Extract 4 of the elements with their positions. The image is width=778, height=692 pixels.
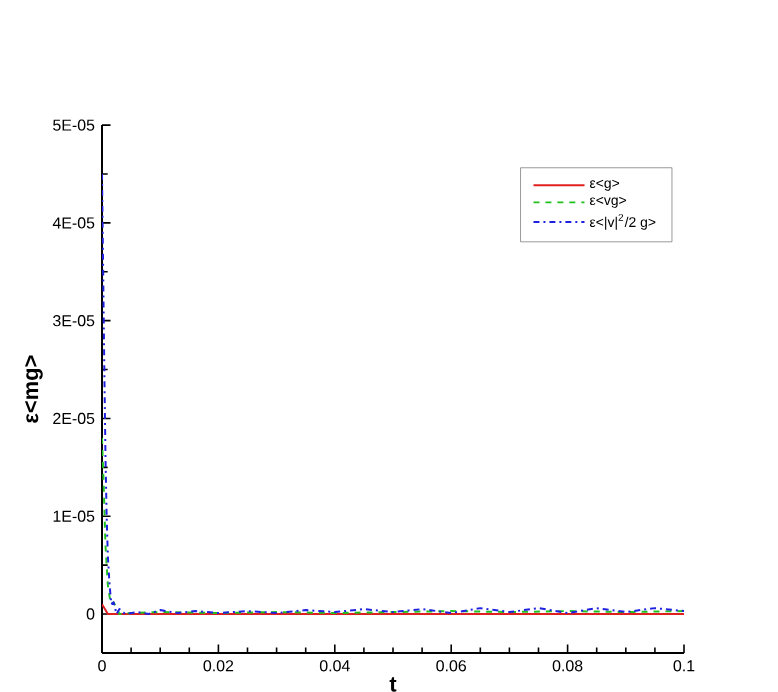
line-series <box>102 437 685 615</box>
line-series <box>102 173 685 615</box>
y-axis-title: ε<mg> <box>24 355 43 423</box>
x-axis-title: t <box>389 677 397 692</box>
